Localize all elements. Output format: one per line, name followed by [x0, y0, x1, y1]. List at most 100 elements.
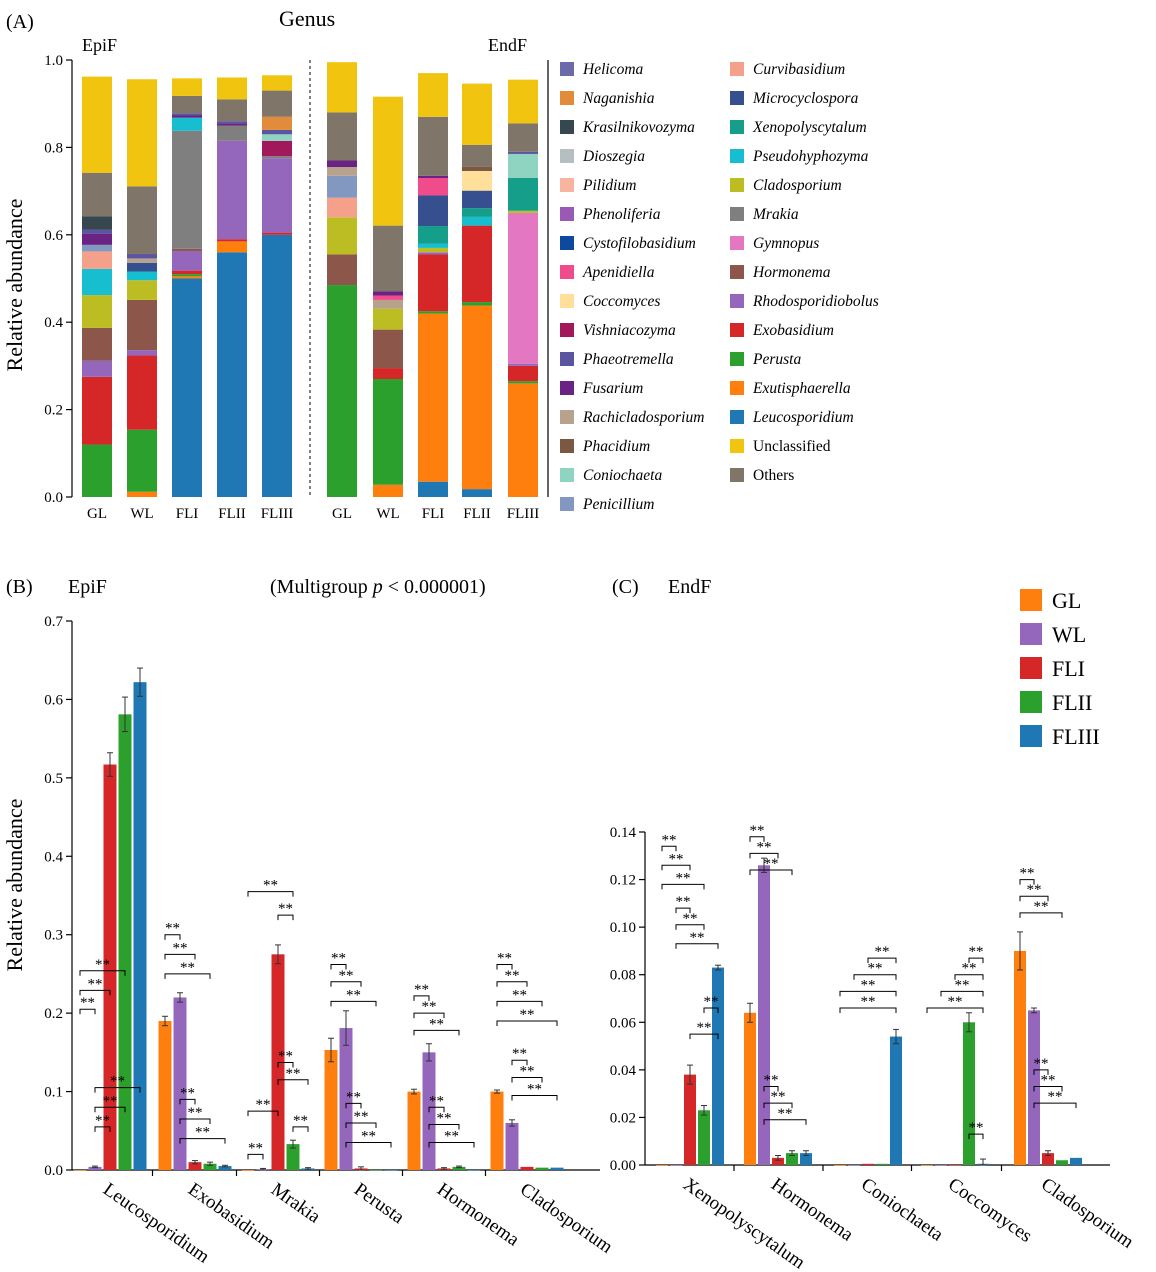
ytick-label: 0.4 — [44, 849, 63, 865]
panel-a-ytick-label: 0.4 — [44, 315, 63, 331]
stacked-segment-exobasidium — [127, 355, 157, 430]
legend-swatch — [730, 352, 744, 366]
legend-swatch — [730, 120, 744, 134]
stacked-segment-fusarium — [217, 123, 247, 126]
panel-b-title: EpiF — [68, 576, 107, 598]
xtick-label: Perusta — [350, 1179, 408, 1229]
significance-bracket — [511, 1059, 528, 1066]
significance-label: ** — [512, 1046, 527, 1062]
panel-a-xtick-label: FLI — [176, 506, 199, 522]
legend-label-fli: FLI — [1052, 656, 1085, 681]
significance-label: ** — [263, 878, 278, 894]
significance-bracket — [496, 964, 513, 970]
ytick-label: 0.06 — [610, 1015, 637, 1031]
significance-label: ** — [80, 995, 95, 1011]
stacked-segment-cladosporium — [82, 295, 112, 328]
significance-bracket — [428, 1106, 445, 1113]
significance-bracket — [703, 1007, 719, 1014]
stacked-segment-rhodosporidiobolus — [418, 252, 448, 255]
stacked-segment-cladosporium — [508, 210, 538, 213]
stacked-segment-hormonema — [373, 329, 403, 369]
ytick-label: 0.08 — [610, 968, 636, 984]
legend-swatch — [560, 410, 574, 424]
stacked-segment-pseudohyphozyma — [418, 243, 448, 248]
bar-wl-hormonema — [758, 865, 770, 1165]
significance-label: ** — [757, 839, 772, 855]
significance-bracket — [511, 1094, 558, 1101]
legend-label: Mrakia — [752, 206, 799, 223]
significance-bracket — [164, 973, 211, 979]
stacked-segment-fusarium — [172, 115, 202, 118]
significance-label: ** — [683, 911, 698, 927]
significance-label: ** — [868, 961, 883, 977]
ytick-label: 0.14 — [610, 825, 637, 841]
significance-label: ** — [278, 901, 293, 917]
stacked-segment-hormonema — [172, 248, 202, 251]
stacked-segment-mrakia — [262, 156, 292, 159]
bar-fliii-cladosporium — [550, 1167, 564, 1170]
note-suffix: < 0.000001) — [383, 576, 486, 598]
bar-gl-cladosporium — [1014, 950, 1026, 1165]
stacked-segment-pseudohyphozyma — [462, 216, 492, 226]
xtick-label: Cladosporium — [1037, 1174, 1137, 1253]
panel-a-ylabel: Relative abundance — [2, 199, 27, 372]
stacked-segment-unclassified — [82, 76, 112, 173]
stacked-segment-unclassified — [462, 83, 492, 145]
stacked-segment-vishniacozyma — [262, 140, 292, 157]
stacked-segment-apenidiella — [373, 295, 403, 300]
significance-bracket — [277, 1062, 294, 1068]
bar-fliii-hormonema — [800, 1153, 812, 1165]
significance-label: ** — [778, 1106, 793, 1122]
significance-bracket — [247, 1153, 264, 1160]
stacked-segment-exutisphaerella — [508, 383, 538, 497]
panel-c-bar-chart: 0.000.020.040.060.080.100.120.14Xenopoly… — [610, 823, 1138, 1272]
legend-label: Cladosporium — [753, 177, 842, 194]
significance-label: ** — [346, 1089, 361, 1105]
bar-gl-cladosporium — [490, 1091, 504, 1170]
significance-bracket — [1033, 1069, 1049, 1075]
xtick-label: Mrakia — [267, 1179, 324, 1228]
significance-bracket — [675, 907, 691, 914]
significance-bracket — [763, 1119, 807, 1125]
significance-bracket — [661, 845, 677, 852]
legend-label-fliii: FLIII — [1052, 724, 1100, 749]
significance-bracket — [330, 981, 362, 987]
legend-swatch — [560, 207, 574, 221]
bar-gl-coniochaeta — [834, 1165, 846, 1166]
significance-label: ** — [429, 1093, 444, 1109]
stacked-segment-perusta — [82, 444, 112, 497]
significance-label: ** — [1034, 1056, 1049, 1072]
significance-bracket — [277, 914, 294, 921]
legend-swatch — [730, 149, 744, 163]
legend-swatch — [730, 381, 744, 395]
legend-swatch — [730, 410, 744, 424]
legend-label: Phaeotremella — [582, 351, 674, 368]
significance-label: ** — [422, 999, 437, 1015]
stacked-segment-rhodosporidiobolus — [508, 363, 538, 366]
stacked-segment-exobasidium — [418, 254, 448, 312]
ytick-label: 0.5 — [44, 771, 63, 787]
significance-bracket — [292, 1126, 309, 1132]
legend-swatch — [560, 497, 574, 511]
bar-fliii-hormonema — [467, 1170, 481, 1171]
stacked-segment-others — [418, 116, 448, 176]
stacked-segment-naganishia — [262, 116, 292, 130]
significance-bracket — [661, 883, 705, 890]
legend-label: Naganishia — [582, 90, 655, 107]
stacked-segment-phaeotremella — [217, 121, 247, 124]
significance-label: ** — [1020, 866, 1035, 882]
stacked-segment-cladosporium — [127, 280, 157, 300]
bar-flii-exobasidium — [203, 1163, 217, 1170]
significance-bracket — [413, 1029, 460, 1036]
legend-label: Exobasidium — [752, 322, 834, 339]
stacked-segment-exutisphaerella — [462, 305, 492, 490]
significance-bracket — [79, 1008, 96, 1015]
legend-label: Unclassified — [753, 438, 831, 455]
significance-label: ** — [690, 930, 705, 946]
stacked-segment-penicillium — [82, 244, 112, 252]
panel-c-legend: GL WL FLI FLII FLIII — [1020, 588, 1100, 749]
stacked-segment-mrakia — [217, 125, 247, 141]
bar-gl-perusta — [324, 1050, 338, 1170]
significance-label: ** — [861, 994, 876, 1010]
legend-swatch — [730, 62, 744, 76]
